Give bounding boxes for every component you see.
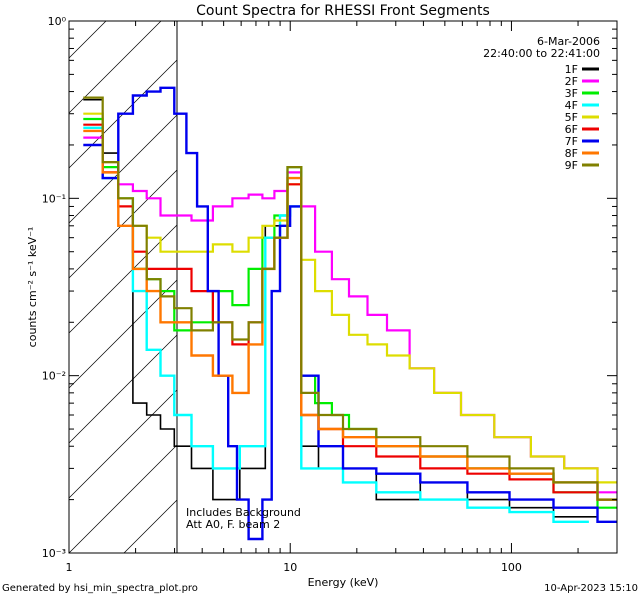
hatch-line xyxy=(69,169,177,279)
hatch-line xyxy=(289,21,640,553)
hatch-line xyxy=(69,444,177,553)
y-tick-label: 10⁻¹ xyxy=(42,192,66,205)
series-line-2F xyxy=(83,136,617,494)
hatch-line xyxy=(69,59,177,169)
plot-frame xyxy=(68,20,618,554)
y-tick-label: 10⁻² xyxy=(42,370,66,383)
y-axis-label: counts cm⁻² s⁻¹ keV⁻¹ xyxy=(26,227,39,348)
x-axis-label: Energy (keV) xyxy=(308,576,379,589)
series-line-5F xyxy=(83,112,617,484)
hatch-line xyxy=(69,21,162,114)
hatch-line xyxy=(69,389,177,499)
excluded-energy-hatch xyxy=(69,21,640,553)
hatch-line xyxy=(69,114,177,224)
x-tick-label: 10 xyxy=(283,561,297,574)
series-line-9F xyxy=(83,96,617,501)
hatch-line xyxy=(69,21,107,59)
legend-label-3F: 3F xyxy=(565,87,578,100)
legend-label-7F: 7F xyxy=(565,135,578,148)
legend-label-6F: 6F xyxy=(565,123,578,136)
series-line-1F xyxy=(83,98,617,523)
chart-title: Count Spectra for RHESSI Front Segments xyxy=(196,3,490,19)
legend-label-1F: 1F xyxy=(565,63,578,76)
x-tick-label: 100 xyxy=(501,561,522,574)
date-label: 6-Mar-2006 xyxy=(537,35,600,48)
y-tick-label: 10⁰ xyxy=(48,15,67,28)
footer-timestamp: 10-Apr-2023 15:10 xyxy=(544,583,638,594)
series-line-6F xyxy=(83,123,617,501)
series-line-7F xyxy=(83,86,617,541)
hatch-line xyxy=(69,279,177,389)
hatch-line xyxy=(619,21,640,553)
y-tick-label: 10⁻³ xyxy=(42,547,66,560)
series-line-3F xyxy=(83,117,617,509)
annotation-attenuator: Att A0, F. beam 2 xyxy=(186,518,280,531)
hatch-line xyxy=(234,21,640,553)
legend-label-8F: 8F xyxy=(565,147,578,160)
time-range-label: 22:40:00 to 22:41:00 xyxy=(483,47,600,60)
legend-label-2F: 2F xyxy=(565,75,578,88)
series-line-4F xyxy=(83,126,589,523)
legend-label-5F: 5F xyxy=(565,111,578,124)
legend-label-4F: 4F xyxy=(565,99,578,112)
footer-generated-by: Generated by hsi_min_spectra_plot.pro xyxy=(2,583,198,594)
legend-label-9F: 9F xyxy=(565,159,578,172)
series-line-8F xyxy=(83,129,617,501)
x-tick-label: 1 xyxy=(66,561,73,574)
hatch-line xyxy=(69,224,177,334)
annotation-background: Includes Background xyxy=(186,506,301,519)
